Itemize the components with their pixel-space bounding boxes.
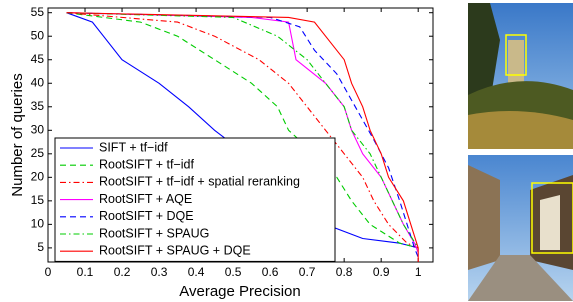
legend-label: SIFT + tf−idf [99, 140, 168, 154]
y-tick-label: 45 [31, 52, 45, 66]
x-tick-label: 0.9 [373, 265, 390, 279]
x-tick-label: 0.2 [114, 265, 131, 279]
y-tick-label: 5 [37, 240, 44, 254]
legend-label: RootSIFT + SPAUG + DQE [99, 243, 251, 257]
page: {"chart_data": {"type": "line", "xlabel"… [0, 0, 573, 302]
x-tick-label: 0.4 [188, 265, 205, 279]
x-tick-label: 0.5 [225, 265, 242, 279]
legend-label: RootSIFT + DQE [99, 209, 194, 223]
x-tick-label: 0.1 [77, 265, 94, 279]
photo-bottom [468, 155, 573, 301]
x-tick-label: 0.3 [151, 265, 168, 279]
y-tick-label: 20 [31, 170, 45, 184]
x-axis-label: Average Precision [179, 283, 300, 300]
legend: SIFT + tf−idf RootSIFT + tf−idf RootSIFT +… [55, 138, 335, 261]
y-tick-label: 50 [31, 28, 45, 42]
x-tick-label: 0.6 [262, 265, 279, 279]
x-tick-label: 1 [415, 265, 422, 279]
y-tick-label: 10 [31, 217, 45, 231]
legend-label: RootSIFT + tf−idf + spatial reranking [99, 175, 300, 189]
y-tick-label: 35 [31, 99, 45, 113]
legend-label: RootSIFT + tf−idf [99, 157, 194, 171]
y-tick-label: 55 [31, 5, 45, 19]
x-tick-label: 0.8 [336, 265, 353, 279]
y-tick-label: 40 [31, 75, 45, 89]
y-tick-label: 30 [31, 122, 45, 136]
photo-top [468, 3, 573, 149]
figure: Average Precision Number of queries 0 0.1… [0, 0, 573, 302]
legend-label: RootSIFT + SPAUG [99, 226, 209, 240]
x-tick-label: 0.7 [299, 265, 316, 279]
y-tick-label: 15 [31, 193, 45, 207]
legend-label: RootSIFT + AQE [99, 192, 192, 206]
x-tick-label: 0 [45, 265, 52, 279]
y-tick-label: 25 [31, 146, 45, 160]
y-axis-label: Number of queries [9, 73, 26, 196]
